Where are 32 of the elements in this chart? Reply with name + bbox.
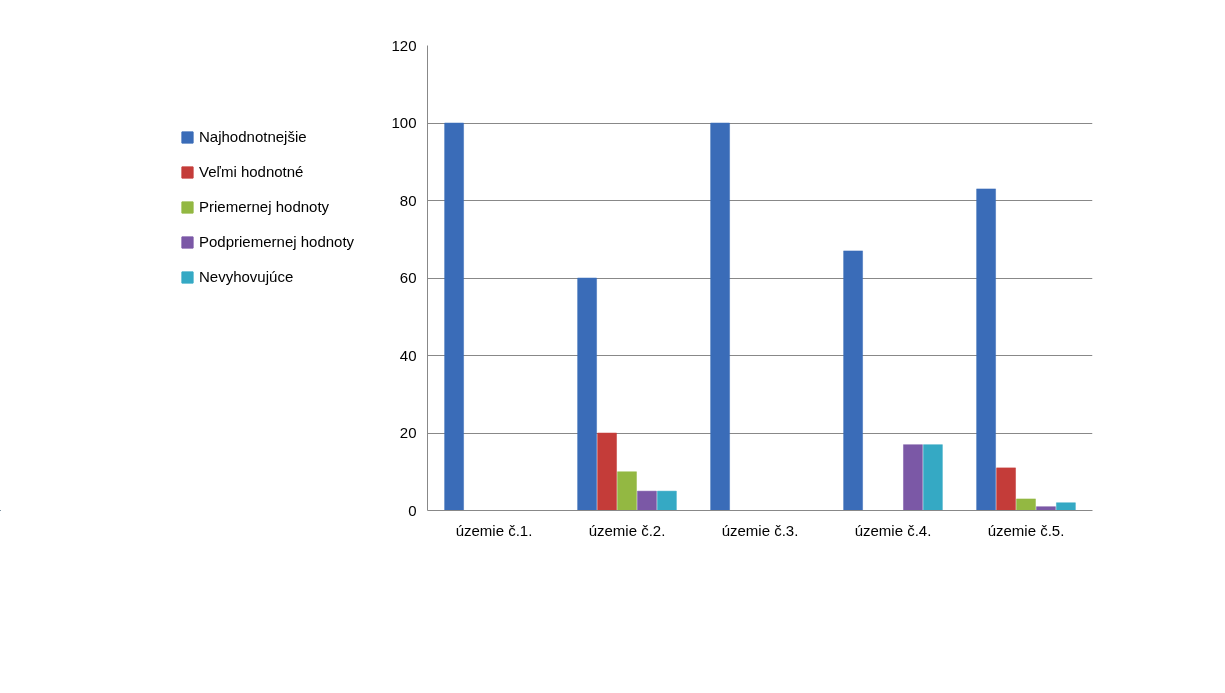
bar bbox=[1056, 502, 1076, 511]
bar bbox=[923, 444, 943, 511]
bar bbox=[996, 467, 1016, 511]
legend-label: Priemernej hodnoty bbox=[199, 198, 330, 215]
bar bbox=[617, 471, 637, 511]
bar bbox=[976, 188, 996, 511]
bar bbox=[637, 490, 657, 511]
legend-label: Najhodnotnejšie bbox=[199, 128, 307, 145]
y-tick-label: 0 bbox=[408, 501, 417, 519]
y-tick-label: 40 bbox=[399, 346, 417, 364]
bar bbox=[1016, 498, 1036, 511]
y-tick-label: 60 bbox=[399, 269, 417, 286]
bar bbox=[444, 122, 464, 511]
x-tick-label: územie č.5. bbox=[987, 521, 1065, 539]
bar bbox=[903, 444, 923, 511]
x-tick-label: územie č.2. bbox=[588, 521, 666, 539]
y-tick-label: 120 bbox=[391, 36, 417, 54]
x-tick-label: územie č.1. bbox=[455, 521, 533, 539]
bar bbox=[843, 250, 863, 511]
bar bbox=[597, 432, 617, 511]
y-tick-label: 20 bbox=[399, 424, 417, 441]
y-tick-label: 100 bbox=[391, 114, 417, 131]
bar bbox=[657, 490, 677, 511]
legend-label: Nevyhovujúce bbox=[199, 268, 294, 285]
legend-label: Podpriemernej hodnoty bbox=[199, 233, 355, 250]
bar bbox=[710, 122, 730, 511]
legend-label: Veľmi hodnotné bbox=[199, 163, 304, 180]
bar bbox=[1036, 506, 1056, 511]
y-tick-label: 80 bbox=[399, 191, 417, 209]
bar bbox=[577, 277, 597, 511]
x-tick-label: územie č.4. bbox=[854, 521, 932, 539]
x-tick-label: územie č.3. bbox=[721, 521, 799, 539]
